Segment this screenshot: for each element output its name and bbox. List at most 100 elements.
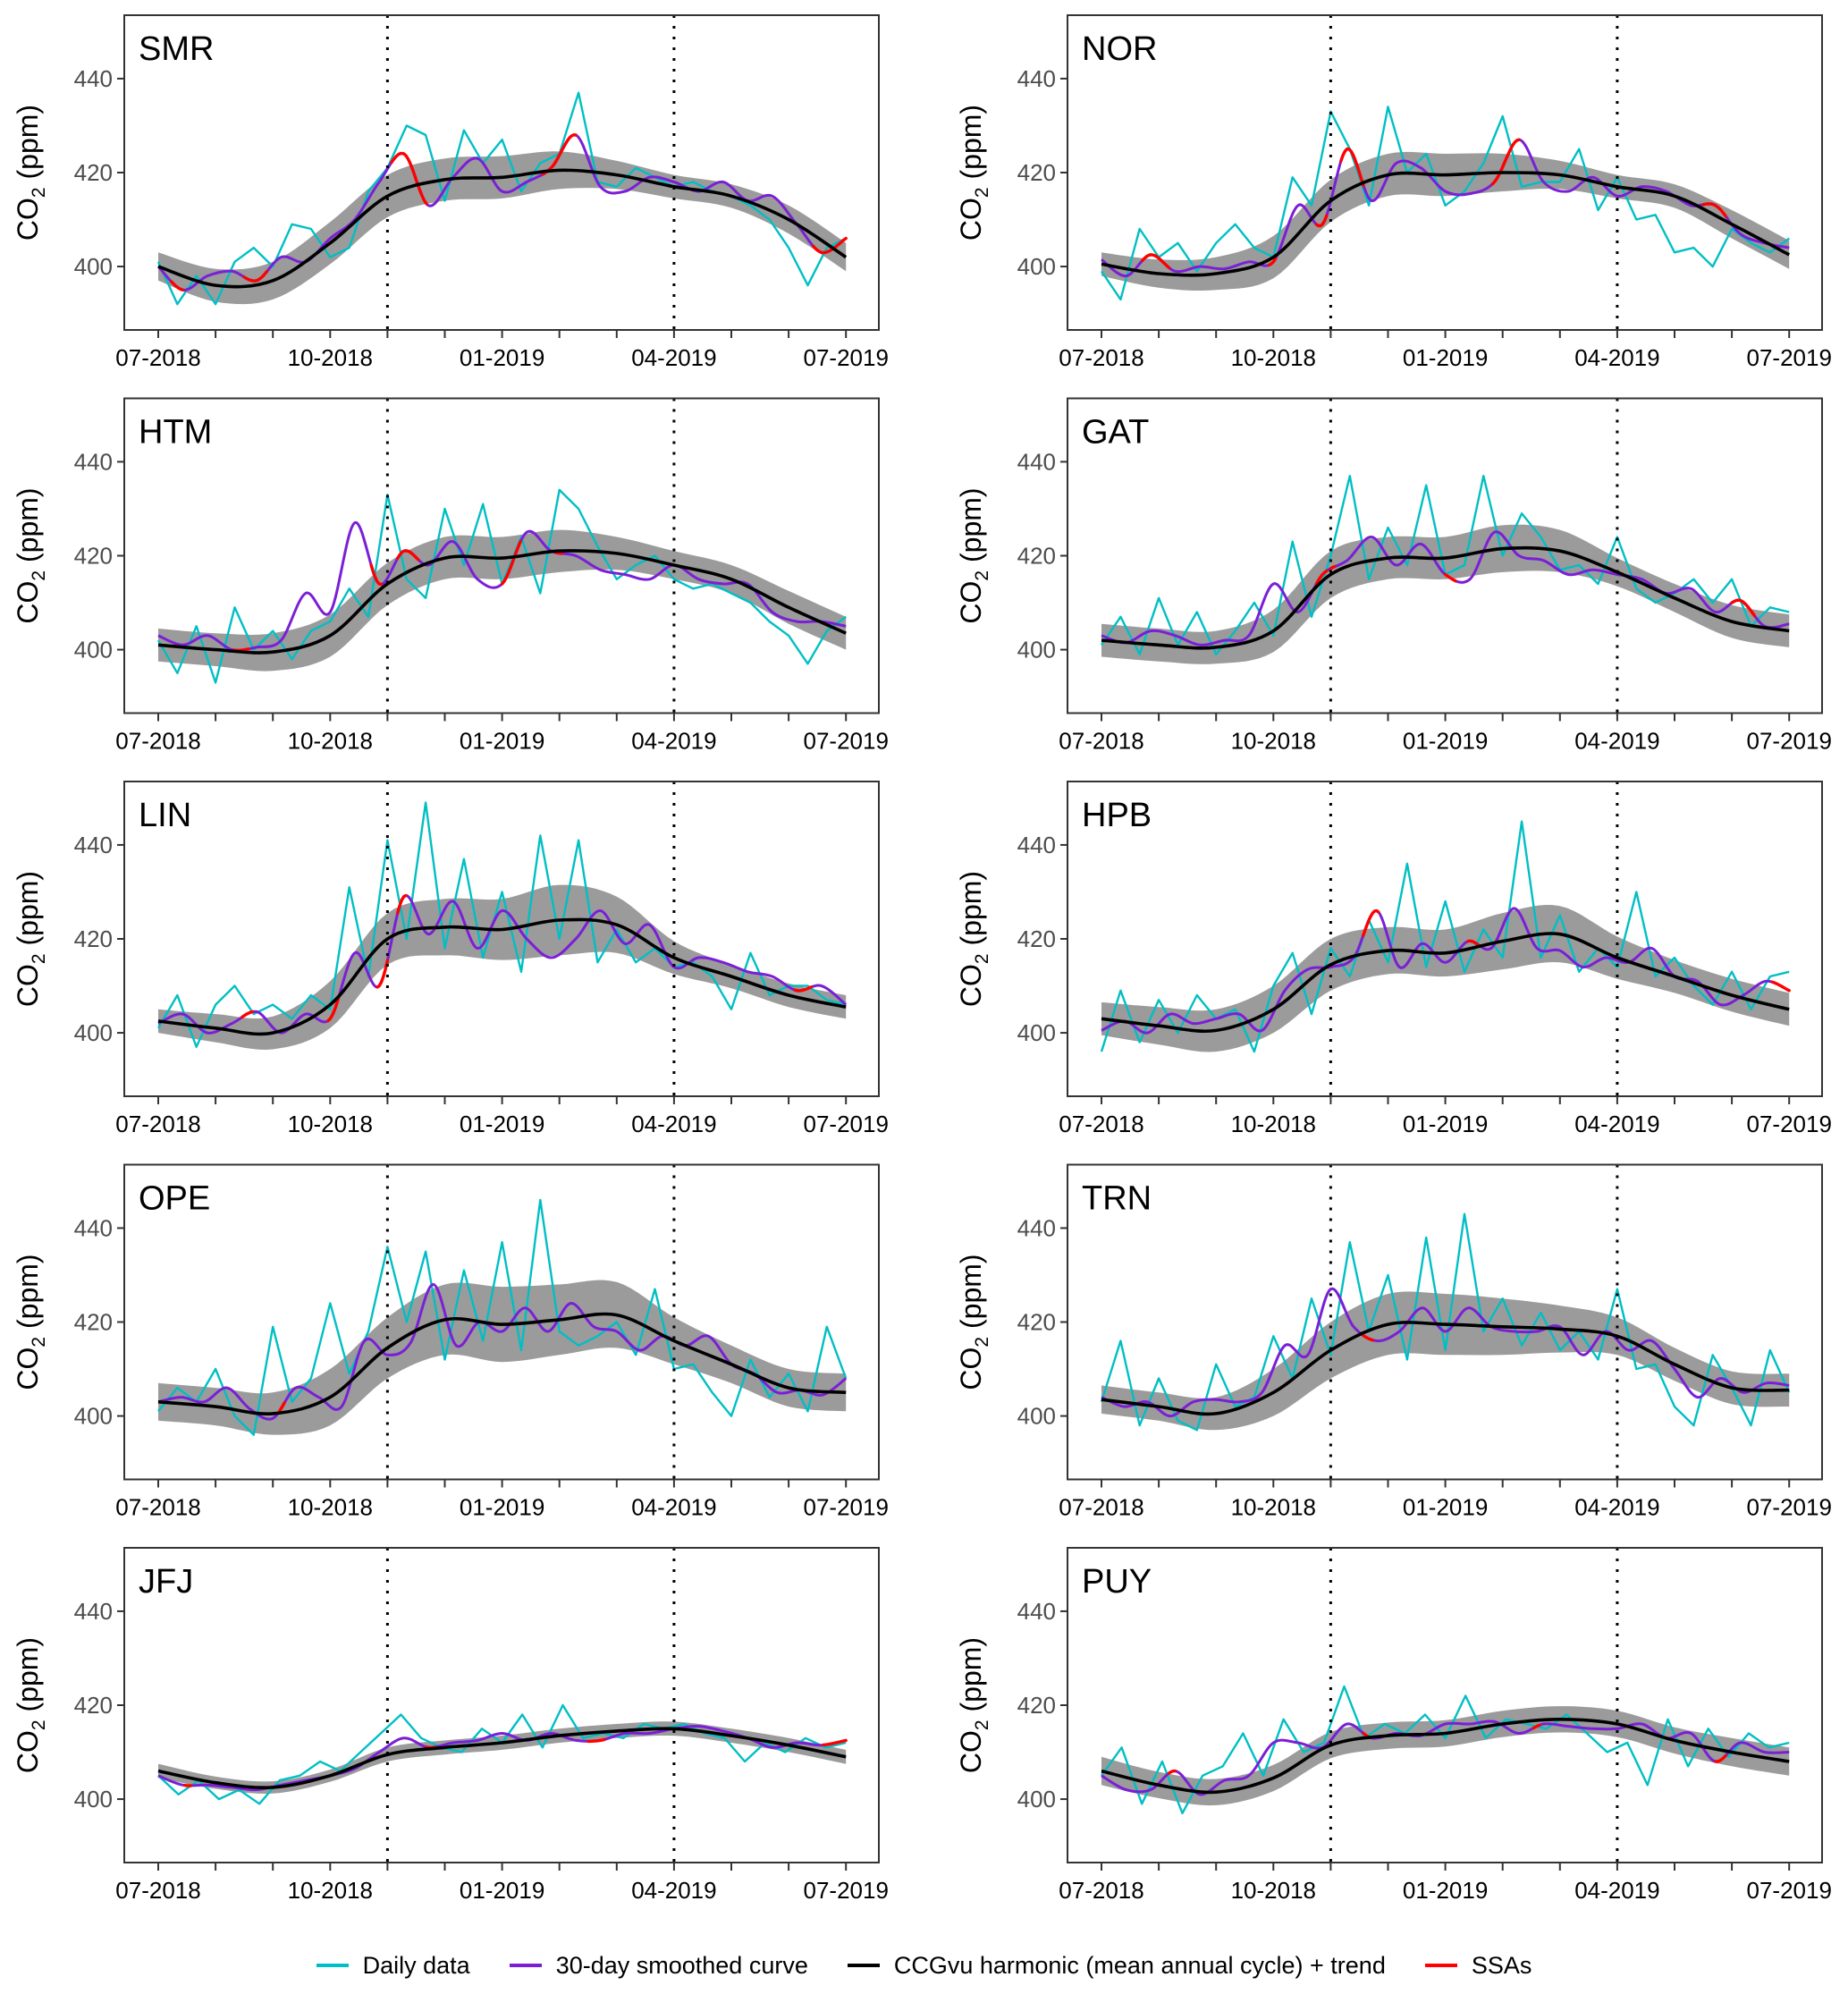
y-tick-label: 420 — [74, 1692, 113, 1719]
y-tick-label: 440 — [1017, 65, 1056, 92]
y-axis-label-unit: (ppm) — [12, 1254, 44, 1336]
panel-trn: 400 420 440 07-2018 10-2018 01-2019 04-2019 07-… — [955, 1163, 1832, 1521]
y-axis-label-unit: (ppm) — [955, 105, 987, 187]
uncertainty-band — [158, 1280, 847, 1435]
legend-label-ccgvu-harmonic: CCGvu harmonic (mean annual cycle) + tre… — [893, 1951, 1386, 1979]
y-axis-label-co: CO — [12, 1348, 44, 1390]
ssa-segment — [1361, 908, 1380, 938]
y-axis-label-subscript: 2 — [29, 953, 49, 964]
x-tick-label: 04-2019 — [1574, 728, 1659, 755]
y-axis-label-co: CO — [955, 198, 987, 241]
y-tick-label: 420 — [1017, 925, 1056, 952]
legend-swatch-smoothed-curve — [509, 1964, 542, 1967]
y-tick-label: 420 — [74, 925, 113, 952]
daily-data-line — [157, 1198, 848, 1436]
y-axis-label: CO2 (ppm) — [955, 871, 992, 1007]
panel-jfj: 400 420 440 07-2018 10-2018 01-2019 04-2019 07-… — [12, 1547, 889, 1904]
daily-data-line — [1100, 1212, 1791, 1432]
y-tick-label: 440 — [74, 448, 113, 475]
y-tick-label: 420 — [74, 1309, 113, 1336]
legend-item-smoothed-curve: 30-day smoothed curve — [509, 1951, 808, 1980]
y-tick-label: 440 — [1017, 1598, 1056, 1625]
x-tick-label: 04-2019 — [631, 1877, 716, 1904]
legend-swatch-daily-data — [316, 1964, 349, 1967]
y-tick-label: 400 — [74, 253, 113, 280]
plot-area — [1100, 1212, 1791, 1432]
panel-gat: 400 420 440 07-2018 10-2018 01-2019 04-2019 07-… — [955, 397, 1832, 755]
x-tick-label: 04-2019 — [1574, 1494, 1659, 1521]
x-tick-label: 10-2018 — [1231, 1877, 1316, 1904]
uncertainty-band — [1101, 524, 1790, 664]
panel-nor: 400 420 440 07-2018 10-2018 01-2019 04-2019 07-… — [955, 14, 1832, 371]
x-tick-label: 07-2018 — [1059, 344, 1143, 371]
y-axis-label: CO2 (ppm) — [12, 1637, 49, 1773]
station-label: NOR — [1082, 30, 1157, 68]
x-tick-label: 01-2019 — [460, 344, 544, 371]
ssa-segment — [242, 270, 268, 283]
panel-smr: 400 420 440 07-2018 10-2018 01-2019 04-2019 07-… — [12, 14, 889, 371]
x-tick-label: 10-2018 — [288, 344, 373, 371]
y-tick-label: 440 — [74, 65, 113, 92]
ssa-segment — [1466, 939, 1481, 948]
uncertainty-band — [158, 151, 847, 305]
y-axis-label-subscript: 2 — [972, 953, 992, 964]
x-tick-label: 01-2019 — [460, 728, 544, 755]
y-axis-label-subscript: 2 — [972, 1337, 992, 1348]
x-tick-label: 07-2019 — [1746, 1877, 1831, 1904]
y-axis-label-co: CO — [955, 964, 987, 1007]
y-axis-label-co: CO — [12, 964, 44, 1007]
x-tick-label: 04-2019 — [631, 1494, 716, 1521]
plot-area — [1100, 820, 1791, 1053]
x-tick-label: 07-2018 — [115, 728, 200, 755]
ssa-segment — [793, 985, 813, 993]
ssa-segment — [1267, 257, 1278, 267]
ssa-segment — [396, 893, 408, 915]
x-tick-label: 01-2019 — [460, 1111, 544, 1137]
y-tick-label: 440 — [74, 832, 113, 858]
x-tick-label: 10-2018 — [288, 1494, 373, 1521]
y-tick-label: 400 — [74, 1786, 113, 1812]
x-tick-label: 10-2018 — [288, 1111, 373, 1137]
ssa-segment — [822, 1738, 848, 1747]
y-tick-label: 400 — [74, 637, 113, 663]
station-label: LIN — [139, 797, 191, 834]
ssa-segment — [1701, 202, 1727, 218]
ssa-segment — [169, 280, 185, 291]
ssa-segment — [326, 996, 341, 1023]
y-tick-label: 420 — [74, 159, 113, 186]
x-tick-label: 01-2019 — [460, 1494, 544, 1521]
x-tick-label: 10-2018 — [1231, 344, 1316, 371]
y-axis-label: CO2 (ppm) — [955, 1637, 992, 1773]
uncertainty-band — [1101, 1291, 1790, 1431]
panel-htm: 400 420 440 07-2018 10-2018 01-2019 04-2019 07-… — [12, 397, 889, 755]
plot-area — [156, 91, 848, 306]
legend-label-smoothed-curve: 30-day smoothed curve — [555, 1951, 808, 1979]
y-axis-label-subscript: 2 — [972, 187, 992, 198]
y-tick-label: 400 — [74, 1019, 113, 1046]
panel-hpb: 400 420 440 07-2018 10-2018 01-2019 04-2019 07-… — [955, 781, 1832, 1137]
harmonic-trend-line — [1101, 171, 1791, 277]
y-tick-label: 400 — [1017, 637, 1056, 663]
legend-label-ssas: SSAs — [1471, 1951, 1532, 1979]
y-axis-label: CO2 (ppm) — [955, 1254, 992, 1390]
legend-item-daily-data: Daily data — [316, 1952, 470, 1980]
y-tick-label: 440 — [1017, 1214, 1056, 1241]
y-axis-label-subscript: 2 — [29, 1719, 49, 1730]
panel-puy: 400 420 440 07-2018 10-2018 01-2019 04-2019 07-… — [955, 1547, 1832, 1904]
x-tick-label: 01-2019 — [460, 1877, 544, 1904]
panel-frame — [1067, 1547, 1823, 1863]
y-axis-label-unit: (ppm) — [955, 487, 987, 570]
smoothed-curve-line — [1101, 1288, 1790, 1418]
smoothed-curve-line — [1101, 1719, 1790, 1796]
station-label: HPB — [1082, 797, 1152, 834]
y-axis-label-subscript: 2 — [972, 1719, 992, 1730]
x-tick-label: 07-2018 — [1059, 728, 1143, 755]
y-tick-label: 420 — [1017, 1309, 1056, 1336]
station-label: PUY — [1082, 1563, 1152, 1601]
ssa-segment — [586, 1737, 606, 1744]
x-tick-label: 01-2019 — [1403, 728, 1488, 755]
y-tick-label: 400 — [74, 1403, 113, 1430]
y-axis-label-unit: (ppm) — [12, 1637, 44, 1719]
x-tick-label: 07-2018 — [115, 1877, 200, 1904]
station-label: SMR — [139, 30, 214, 68]
